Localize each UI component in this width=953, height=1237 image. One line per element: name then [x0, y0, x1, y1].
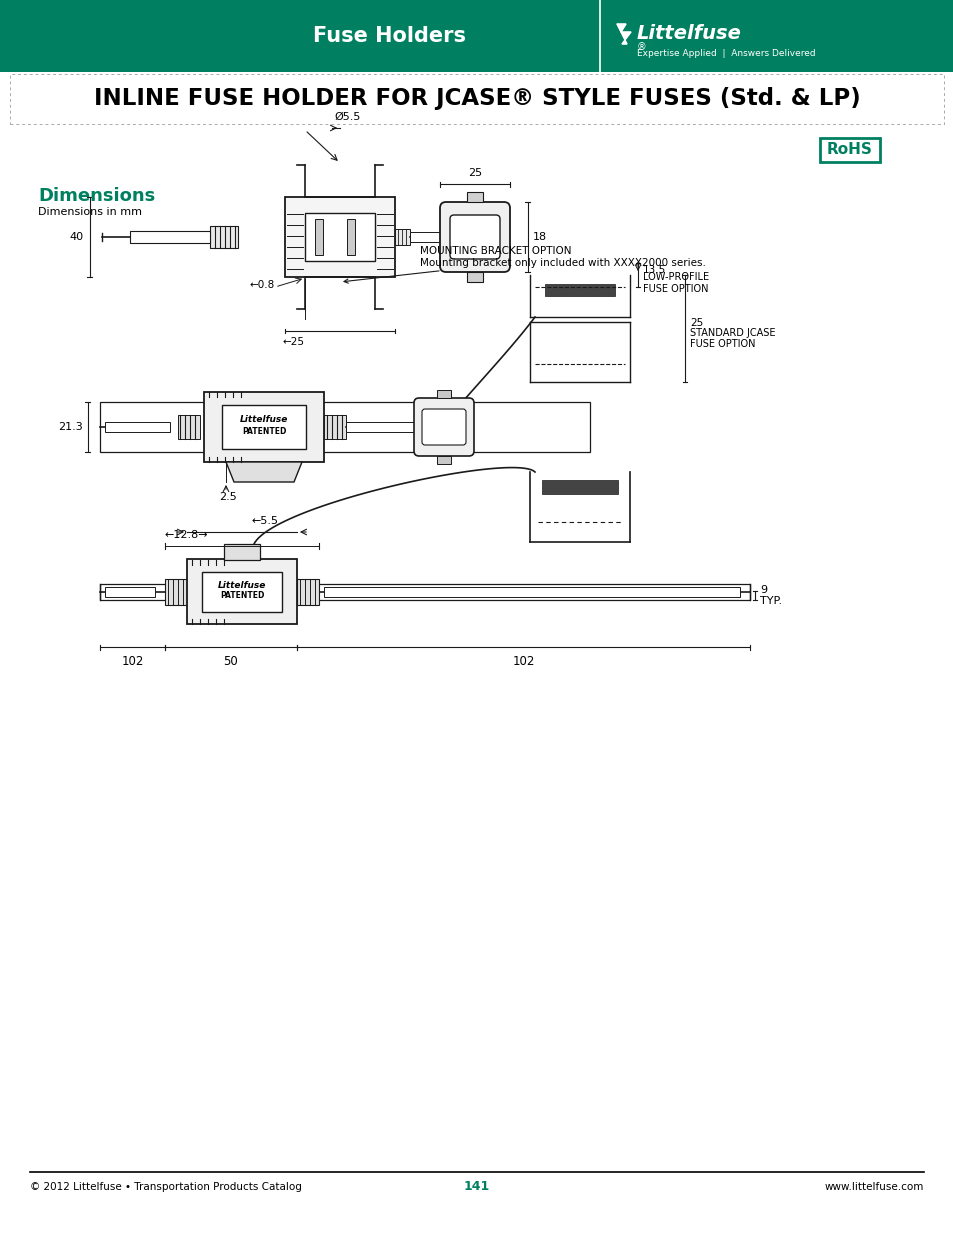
Bar: [202, 571, 282, 612]
Text: Littelfuse: Littelfuse: [217, 580, 266, 590]
Text: MOUNTING BRACKET OPTION
Mounting bracket only included with XXXX2000 series.: MOUNTING BRACKET OPTION Mounting bracket…: [344, 246, 705, 283]
Text: Expertise Applied  |  Answers Delivered: Expertise Applied | Answers Delivered: [637, 49, 815, 58]
Text: 50: 50: [223, 656, 238, 668]
Polygon shape: [226, 461, 302, 482]
Bar: [105, 422, 170, 432]
Text: Littelfuse: Littelfuse: [239, 416, 288, 424]
Bar: [410, 233, 439, 242]
Bar: [467, 272, 482, 282]
Text: ←25: ←25: [283, 336, 305, 348]
Bar: [541, 480, 618, 494]
Bar: [324, 588, 740, 597]
Text: 21.3: 21.3: [58, 422, 83, 432]
Text: 102: 102: [121, 656, 144, 668]
Bar: [224, 544, 260, 560]
Text: 40: 40: [70, 233, 84, 242]
Bar: [187, 559, 296, 623]
Bar: [346, 422, 414, 432]
Bar: [105, 588, 154, 597]
FancyBboxPatch shape: [421, 409, 465, 445]
Bar: [204, 392, 324, 461]
Text: www.littelfuse.com: www.littelfuse.com: [823, 1183, 923, 1192]
Bar: [0, 0, 953, 72]
Bar: [285, 197, 395, 277]
Text: PATENTED: PATENTED: [241, 427, 286, 435]
Text: 18: 18: [533, 233, 547, 242]
Text: 9
TYP.: 9 TYP.: [760, 585, 781, 606]
Bar: [165, 579, 187, 605]
FancyBboxPatch shape: [439, 202, 510, 272]
Text: ←12.8→: ←12.8→: [165, 529, 209, 541]
Text: 25: 25: [689, 318, 702, 329]
Text: PATENTED: PATENTED: [219, 591, 264, 600]
Bar: [222, 404, 306, 449]
Text: 2.5: 2.5: [219, 492, 236, 502]
FancyBboxPatch shape: [414, 398, 474, 456]
Text: 25: 25: [468, 168, 481, 178]
Bar: [178, 414, 200, 439]
Text: Dimensions: Dimensions: [38, 187, 155, 205]
Bar: [395, 229, 410, 245]
Bar: [436, 456, 451, 464]
Bar: [324, 414, 346, 439]
Bar: [305, 213, 375, 261]
Bar: [820, 139, 879, 162]
Bar: [347, 219, 355, 255]
Bar: [100, 402, 589, 452]
Text: ®: ®: [637, 42, 646, 52]
Text: Dimensions in mm: Dimensions in mm: [38, 207, 142, 216]
Text: © 2012 Littelfuse • Transportation Products Catalog: © 2012 Littelfuse • Transportation Produ…: [30, 1183, 301, 1192]
Bar: [314, 219, 323, 255]
Bar: [467, 192, 482, 202]
Text: ←0.8: ←0.8: [250, 280, 274, 289]
Text: LOW-PROFILE
FUSE OPTION: LOW-PROFILE FUSE OPTION: [642, 272, 708, 294]
Text: Ø5.5: Ø5.5: [334, 113, 360, 122]
Text: Fuse Holders: Fuse Holders: [314, 26, 466, 46]
Bar: [210, 226, 237, 247]
Text: 102: 102: [512, 656, 534, 668]
FancyBboxPatch shape: [450, 215, 499, 259]
Text: Littelfuse: Littelfuse: [637, 24, 741, 43]
Bar: [436, 390, 451, 398]
Text: RoHS: RoHS: [826, 142, 872, 157]
Text: ←5.5: ←5.5: [252, 516, 278, 526]
Text: 13.5: 13.5: [642, 265, 665, 275]
Bar: [100, 584, 749, 600]
Bar: [544, 285, 615, 296]
Bar: [296, 579, 318, 605]
Text: STANDARD JCASE
FUSE OPTION: STANDARD JCASE FUSE OPTION: [689, 328, 775, 349]
Bar: [130, 231, 210, 242]
Text: INLINE FUSE HOLDER FOR JCASE® STYLE FUSES (Std. & LP): INLINE FUSE HOLDER FOR JCASE® STYLE FUSE…: [93, 88, 860, 110]
Text: 141: 141: [463, 1180, 490, 1194]
Bar: [10, 74, 943, 124]
Polygon shape: [617, 24, 630, 45]
